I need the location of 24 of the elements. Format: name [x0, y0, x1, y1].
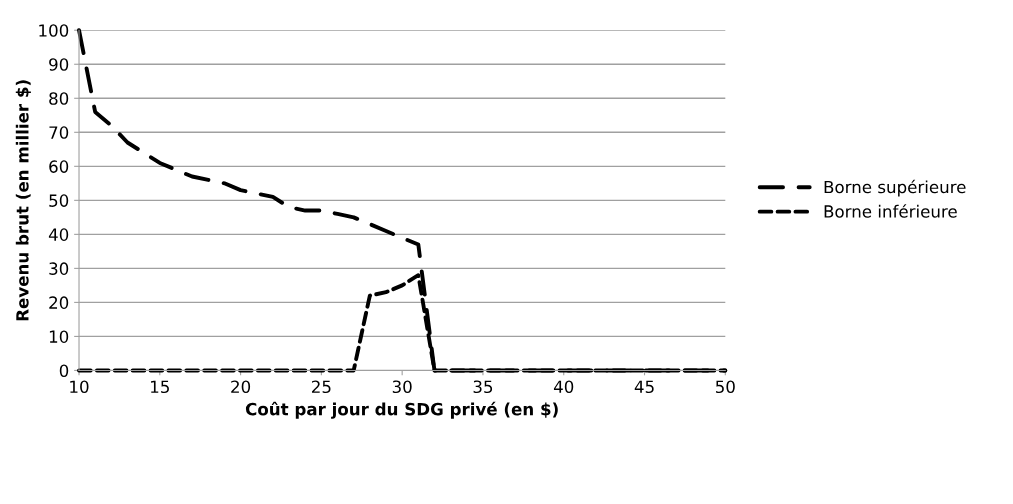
x-tick-label: 30 — [392, 380, 412, 394]
y-tick-label: 50 — [49, 194, 69, 207]
y-tick-label: 20 — [49, 296, 69, 309]
x-tick-label: 25 — [311, 380, 331, 394]
y-tick-label: 0 — [59, 364, 69, 378]
x-tick-label: 20 — [231, 380, 251, 394]
x-tick-label: 35 — [473, 380, 493, 394]
x-tick-label: 10 — [70, 380, 89, 394]
y-tick-label: 60 — [49, 160, 69, 173]
legend-label: Borne supérieure — [824, 179, 966, 197]
x-tick-label: 50 — [715, 380, 735, 394]
y-tick-label: 100 — [39, 24, 69, 37]
x-tick-label: 40 — [553, 380, 574, 394]
y-tick-label: 30 — [49, 262, 69, 275]
y-tick-label: 10 — [49, 330, 69, 343]
legend-label: Borne inférieure — [824, 204, 957, 218]
y-axis-title: Revenu brut (en millier $) — [15, 80, 31, 321]
x-axis-title: Coût par jour du SDG privé (en $) — [245, 401, 558, 419]
y-tick-label: 70 — [49, 126, 69, 139]
y-tick-label: 90 — [49, 58, 69, 71]
y-tick-label: 40 — [48, 228, 69, 241]
x-tick-label: 45 — [634, 380, 654, 394]
y-tick-label: 80 — [49, 92, 69, 105]
x-tick-label: 15 — [151, 380, 169, 394]
